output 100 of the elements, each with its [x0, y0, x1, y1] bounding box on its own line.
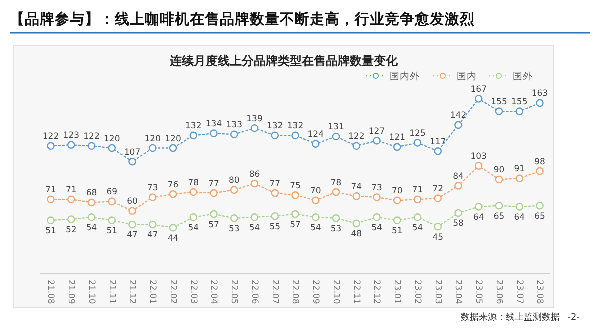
point	[292, 192, 300, 200]
point	[250, 214, 259, 222]
point	[271, 132, 280, 140]
data-label: 142	[450, 111, 467, 122]
data-label: 167	[470, 85, 487, 95]
x-tick-label: 22.10	[330, 280, 341, 304]
data-label: 132	[287, 122, 304, 132]
point	[393, 143, 402, 152]
x-tick-label: 22.08	[290, 280, 300, 304]
point	[332, 188, 340, 196]
point	[516, 174, 524, 183]
point	[128, 207, 136, 216]
legend-label: 国内外	[390, 70, 420, 82]
data-label: 122	[42, 132, 60, 142]
data-label: 98	[534, 157, 546, 168]
point	[230, 186, 238, 194]
data-label: 155	[491, 98, 508, 108]
point	[250, 124, 259, 132]
data-label: 75	[290, 181, 301, 192]
point	[495, 108, 504, 116]
x-tick-label: 22.06	[249, 280, 260, 304]
x-tick-label: 23.08	[534, 280, 545, 304]
point	[230, 214, 238, 222]
data-label: 48	[351, 230, 362, 240]
point	[352, 142, 361, 150]
point	[312, 140, 320, 148]
point	[352, 220, 361, 228]
point	[292, 132, 300, 140]
point	[88, 198, 96, 207]
point	[414, 139, 422, 147]
point	[210, 210, 218, 218]
point	[271, 189, 280, 198]
data-label: 57	[208, 220, 220, 230]
data-label: 54	[188, 223, 200, 234]
point	[454, 121, 462, 130]
point	[434, 222, 442, 231]
data-label: 124	[308, 130, 324, 140]
point	[474, 162, 483, 170]
data-label: 51	[392, 226, 403, 237]
data-label: 134	[206, 120, 222, 130]
data-label: 80	[228, 176, 240, 186]
point	[108, 144, 116, 152]
point	[312, 214, 320, 222]
data-label: 65	[534, 212, 546, 222]
point	[393, 196, 402, 205]
point	[434, 194, 442, 202]
data-label: 47	[127, 230, 138, 241]
point	[454, 209, 462, 218]
data-label: 155	[512, 98, 528, 108]
point	[88, 214, 96, 222]
point	[47, 196, 55, 204]
point	[393, 216, 402, 224]
data-label: 76	[168, 180, 179, 190]
data-label: 122	[84, 132, 100, 142]
x-tick-label: 21.12	[127, 280, 138, 304]
data-label: 123	[63, 131, 80, 142]
data-label: 70	[310, 186, 322, 197]
data-label: 47	[147, 230, 158, 241]
data-label: 131	[328, 122, 344, 133]
point	[332, 214, 340, 222]
point	[373, 137, 381, 145]
point	[190, 214, 198, 222]
data-label: 120	[144, 134, 161, 144]
point	[495, 202, 504, 210]
point	[474, 203, 483, 211]
data-label: 77	[270, 179, 281, 190]
data-label: 71	[412, 186, 424, 196]
data-label: 107	[124, 148, 141, 158]
data-label: 90	[494, 166, 505, 176]
data-label: 73	[372, 184, 382, 194]
point	[67, 141, 76, 150]
point	[169, 144, 178, 152]
data-label: 54	[249, 223, 260, 234]
point	[516, 203, 524, 211]
point	[230, 130, 238, 139]
point	[312, 196, 320, 205]
point	[536, 99, 544, 108]
data-label: 53	[228, 224, 240, 234]
point	[373, 194, 381, 202]
x-tick-label: 23.07	[514, 280, 524, 304]
point	[516, 108, 524, 116]
point	[47, 142, 55, 150]
data-label: 53	[330, 224, 342, 234]
point	[47, 216, 55, 224]
data-label: 103	[470, 152, 487, 162]
text: -2-	[568, 313, 580, 323]
point	[454, 182, 462, 190]
x-tick-label: 23.05	[474, 280, 484, 304]
point	[108, 198, 116, 206]
data-label: 54	[310, 223, 322, 234]
point	[536, 167, 544, 176]
data-label: 69	[106, 188, 118, 198]
point	[332, 132, 340, 141]
data-label: 163	[532, 89, 548, 100]
point	[67, 196, 76, 204]
data-label: 58	[453, 219, 464, 230]
data-label: 71	[46, 186, 56, 196]
data-label: 54	[372, 223, 382, 234]
point	[169, 224, 178, 232]
point	[414, 196, 422, 204]
